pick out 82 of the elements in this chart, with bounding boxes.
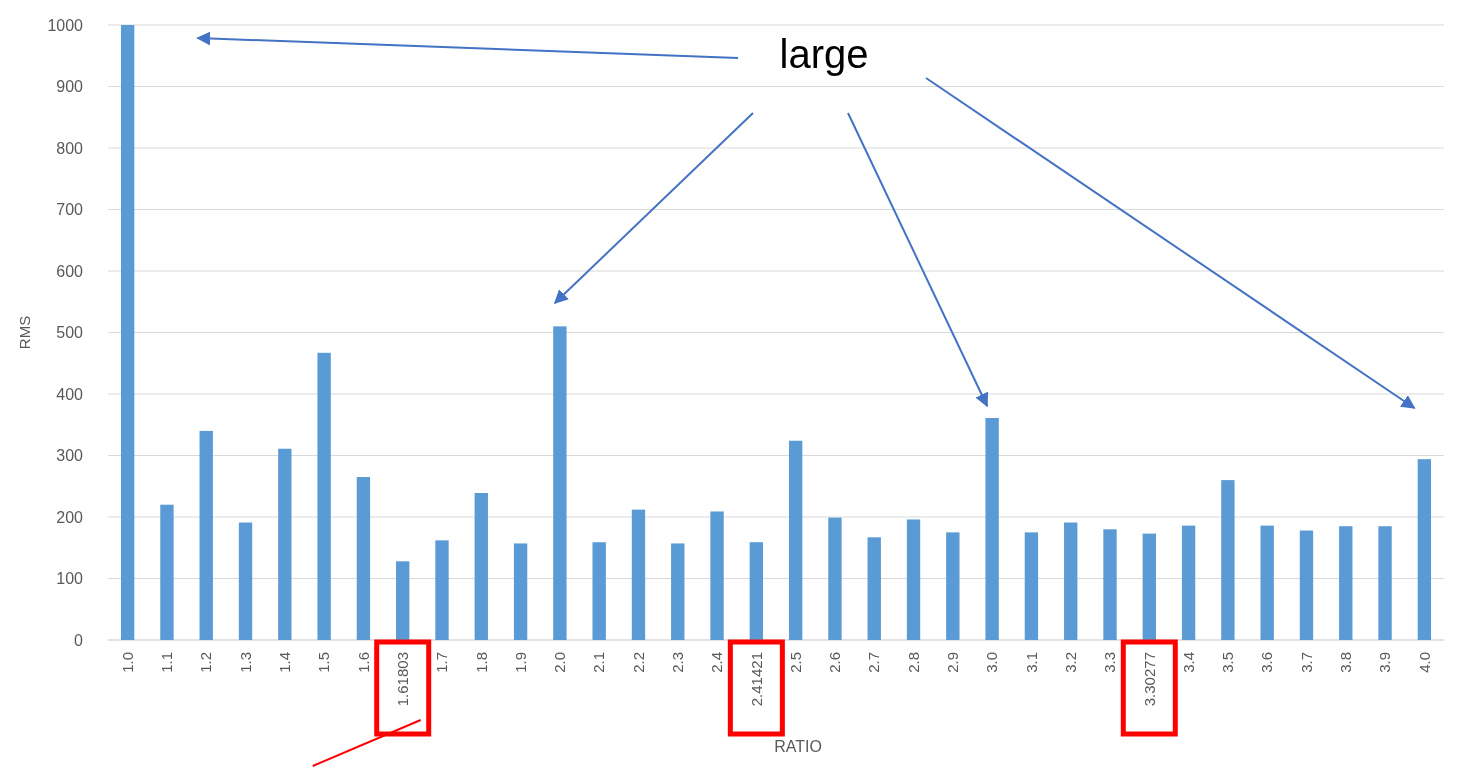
bar bbox=[788, 440, 803, 640]
x-tick-label: 1.1 bbox=[158, 652, 176, 673]
bar bbox=[238, 522, 253, 640]
bar bbox=[513, 543, 528, 640]
y-tick-label: 800 bbox=[56, 139, 84, 157]
x-tick-label: 1.0 bbox=[118, 652, 136, 673]
bar bbox=[474, 493, 488, 640]
bar bbox=[160, 504, 174, 640]
y-tick-label: 100 bbox=[56, 570, 84, 588]
x-tick-label: 1.9 bbox=[511, 652, 529, 673]
x-tick-label: 3.5 bbox=[1219, 652, 1237, 673]
x-tick-label: 4.0 bbox=[1415, 652, 1433, 673]
y-axis-title: RMS bbox=[16, 315, 33, 350]
x-tick-label: 3.8 bbox=[1337, 652, 1355, 673]
bar bbox=[1024, 532, 1039, 640]
bar bbox=[1299, 530, 1314, 640]
bar bbox=[1221, 480, 1235, 640]
y-tick-label: 900 bbox=[56, 78, 84, 96]
x-tick-label: 2.3 bbox=[669, 652, 687, 673]
y-tick-label: 1000 bbox=[47, 16, 84, 34]
x-tick-label: 1.2 bbox=[197, 652, 215, 673]
x-tick-label: 1.61803 bbox=[393, 652, 411, 707]
x-tick-label: 2.7 bbox=[865, 652, 883, 673]
x-tick-label: 2.8 bbox=[904, 652, 922, 673]
bar bbox=[1103, 529, 1117, 640]
bar bbox=[1339, 526, 1353, 640]
bar bbox=[317, 352, 331, 640]
bar bbox=[1142, 533, 1156, 640]
bar bbox=[553, 326, 567, 640]
bar bbox=[435, 540, 449, 640]
x-tick-label: 2.0 bbox=[551, 652, 569, 673]
annotation: large bbox=[779, 32, 869, 76]
bar bbox=[906, 519, 921, 640]
bar bbox=[1417, 459, 1432, 640]
x-tick-label: 3.7 bbox=[1297, 652, 1315, 673]
y-tick-label: 0 bbox=[74, 631, 84, 649]
bar bbox=[749, 542, 764, 640]
bar bbox=[710, 511, 724, 640]
bar bbox=[199, 430, 213, 640]
y-tick-label: 600 bbox=[56, 262, 84, 280]
x-tick-label: 2.6 bbox=[826, 652, 844, 673]
x-tick-label: 2.1 bbox=[590, 652, 608, 673]
bar bbox=[631, 509, 646, 640]
y-tick-label: 500 bbox=[56, 324, 84, 342]
bar bbox=[828, 517, 842, 640]
x-tick-label: 2.2 bbox=[629, 652, 647, 673]
bar bbox=[985, 417, 999, 640]
x-tick-label: 3.1 bbox=[1022, 652, 1040, 673]
bar bbox=[278, 448, 292, 640]
x-tick-label: 1.3 bbox=[236, 652, 254, 673]
x-tick-label: 3.9 bbox=[1376, 652, 1394, 673]
bar bbox=[946, 532, 960, 640]
bar bbox=[1181, 525, 1196, 640]
bar bbox=[1378, 526, 1392, 640]
y-tick-label: 200 bbox=[56, 508, 84, 526]
x-tick-label: 3.0 bbox=[983, 652, 1001, 673]
y-tick-label: 300 bbox=[56, 447, 84, 465]
x-tick-label: 3.30277 bbox=[1140, 652, 1158, 707]
x-tick-label: 3.6 bbox=[1258, 652, 1276, 673]
bar bbox=[671, 543, 685, 640]
x-tick-label: 1.4 bbox=[276, 652, 294, 673]
x-tick-label: 1.5 bbox=[315, 652, 333, 673]
x-tick-label: 3.4 bbox=[1179, 652, 1197, 673]
x-tick-label: 3.2 bbox=[1061, 652, 1079, 673]
y-tick-label: 700 bbox=[56, 201, 84, 219]
x-tick-label: 1.6 bbox=[354, 652, 372, 673]
bar bbox=[592, 542, 606, 640]
bar bbox=[1260, 525, 1274, 640]
y-tick-label: 400 bbox=[56, 385, 84, 403]
x-tick-label: 1.7 bbox=[433, 652, 451, 673]
bar bbox=[1064, 522, 1078, 640]
x-tick-label: 3.3 bbox=[1101, 652, 1119, 673]
x-tick-label: 2.5 bbox=[786, 652, 804, 673]
bar bbox=[120, 25, 135, 640]
bar bbox=[867, 537, 881, 640]
x-tick-label: 2.4 bbox=[708, 652, 726, 673]
x-axis-title: RATIO bbox=[774, 738, 822, 755]
x-tick-label: 1.8 bbox=[472, 652, 490, 673]
bar bbox=[356, 477, 371, 640]
x-tick-label: 2.41421 bbox=[747, 652, 765, 707]
bar bbox=[396, 561, 410, 640]
x-tick-label: 2.9 bbox=[944, 652, 962, 673]
